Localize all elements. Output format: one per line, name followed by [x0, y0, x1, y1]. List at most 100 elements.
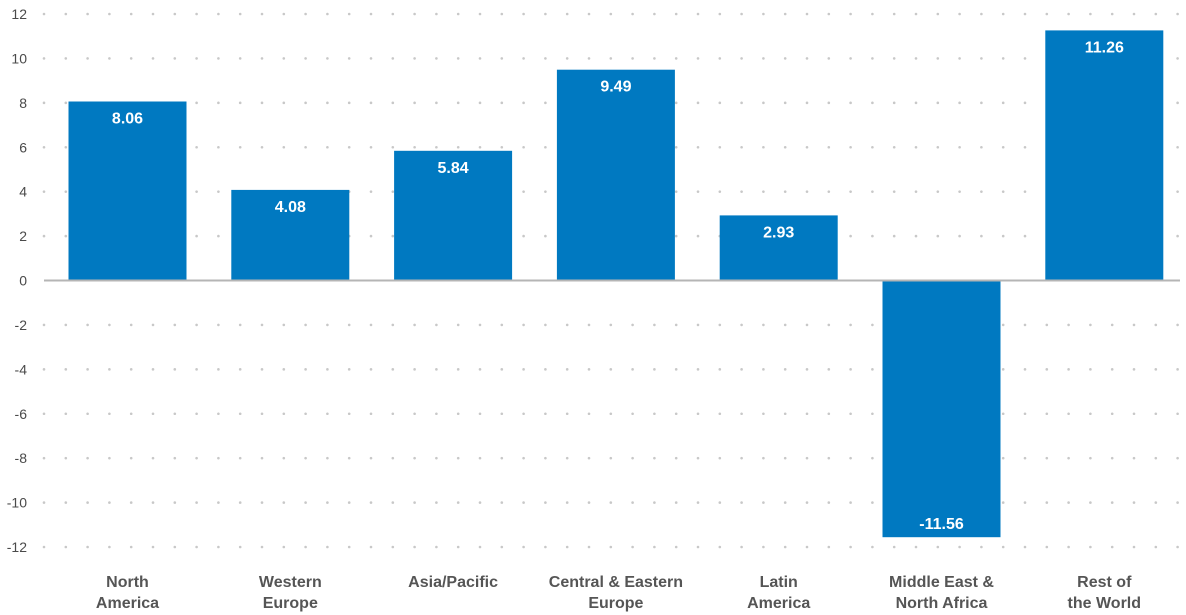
grid-dot [1001, 456, 1005, 460]
grid-dot [914, 145, 918, 149]
grid-dot [456, 12, 460, 16]
grid-dot [827, 323, 831, 327]
grid-dot [587, 412, 591, 416]
grid-dot [1023, 101, 1027, 105]
grid-dot [892, 57, 896, 60]
grid-dot [86, 12, 89, 16]
grid-dot [435, 57, 438, 60]
grid-dot [1045, 501, 1049, 504]
grid-dot [783, 190, 787, 193]
grid-dot [958, 190, 961, 193]
grid-dot [1001, 190, 1005, 193]
grid-dot [696, 412, 700, 416]
grid-dot [544, 12, 547, 16]
grid-dot [674, 101, 678, 105]
grid-dot [500, 145, 504, 149]
grid-dot [1176, 323, 1179, 327]
grid-dot [456, 501, 460, 504]
grid-dot [435, 368, 438, 371]
grid-dot [304, 323, 307, 327]
grid-dot [456, 545, 460, 549]
grid-dot [587, 368, 591, 371]
grid-dot [413, 501, 416, 504]
grid-dot [653, 12, 656, 16]
grid-dot [871, 234, 874, 238]
grid-dot [173, 545, 177, 549]
grid-dot [587, 323, 591, 327]
grid-dot [849, 545, 852, 549]
grid-dot [369, 101, 373, 105]
grid-dot [849, 501, 852, 504]
grid-dot [1045, 412, 1049, 416]
grid-dot [304, 368, 307, 371]
grid-dot [1176, 12, 1179, 16]
grid-dot [42, 57, 46, 60]
grid-dot [1176, 456, 1179, 460]
grid-dot [849, 412, 852, 416]
grid-dot [478, 412, 482, 416]
grid-dot [326, 12, 329, 16]
grid-dot [696, 145, 700, 149]
bar [556, 69, 675, 281]
grid-dot [304, 12, 307, 16]
grid-dot [849, 234, 852, 238]
grid-dot [195, 57, 198, 60]
grid-dot [892, 101, 896, 105]
grid-dot [282, 456, 286, 460]
grid-dot [282, 368, 286, 371]
grid-dot [1045, 545, 1049, 549]
grid-dot [980, 545, 983, 549]
grid-dot [674, 145, 678, 149]
data-label: 9.49 [600, 79, 631, 96]
grid-dot [980, 234, 983, 238]
grid-dot [783, 145, 787, 149]
grid-dot [1023, 190, 1027, 193]
grid-dot [500, 545, 504, 549]
data-labels: 8.06 4.08 5.84 9.49 2.93 -11.56 11.26 [112, 39, 1124, 533]
grid-dot [195, 145, 198, 149]
grid-dot [304, 412, 307, 416]
grid-dot [653, 412, 656, 416]
grid-dot [914, 101, 918, 105]
grid-dot [1045, 456, 1049, 460]
grid-dot [1154, 456, 1158, 460]
grid-dot [805, 501, 809, 504]
grid-dot [1067, 12, 1070, 16]
grid-dot [42, 323, 46, 327]
grid-dot [173, 57, 177, 60]
category-label: America [747, 595, 810, 612]
grid-dot [456, 57, 460, 60]
grid-dot [1110, 412, 1114, 416]
grid-dot [718, 412, 722, 416]
grid-dot [914, 234, 918, 238]
grid-dot [151, 368, 155, 371]
grid-dot [805, 57, 809, 60]
grid-dot [86, 323, 89, 327]
grid-dot [914, 190, 918, 193]
grid-dot [391, 323, 395, 327]
grid-dot [369, 234, 373, 238]
grid-dot [347, 57, 351, 60]
grid-dot [936, 545, 940, 549]
data-label: -11.56 [919, 516, 964, 533]
grid-dot [173, 456, 177, 460]
grid-dot [260, 545, 264, 549]
grid-dot [1110, 368, 1114, 371]
grid-dot [195, 412, 198, 416]
grid-dot [391, 234, 395, 238]
category-label: North [106, 574, 149, 591]
grid-dot [129, 57, 133, 60]
grid-dot [1132, 412, 1136, 416]
grid-dot [740, 145, 743, 149]
grid-dot [129, 545, 133, 549]
grid-dot [762, 368, 765, 371]
grid-dot [609, 323, 613, 327]
grid-dot [64, 101, 68, 105]
grid-dot [609, 501, 613, 504]
grid-dot [805, 323, 809, 327]
grid-dot [1132, 501, 1136, 504]
grid-dot [64, 368, 68, 371]
grid-dot [674, 234, 678, 238]
grid-dot [217, 545, 220, 549]
grid-dot [740, 545, 743, 549]
